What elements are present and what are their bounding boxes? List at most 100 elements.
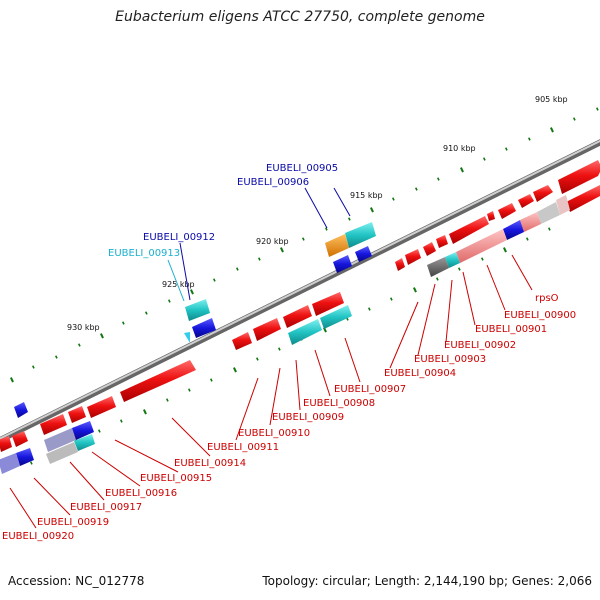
gene-feature[interactable] [232, 332, 252, 350]
gene-feature[interactable] [72, 421, 94, 440]
gene-feature[interactable] [312, 292, 344, 316]
gene-feature[interactable] [423, 242, 436, 256]
scale-label: 905 kbp [535, 95, 568, 104]
scale-tick [77, 343, 81, 347]
scale-tick [370, 207, 374, 213]
gene-feature[interactable] [184, 332, 190, 343]
gene-feature[interactable] [253, 318, 281, 341]
scale-tick [233, 367, 237, 373]
gene-feature[interactable] [405, 249, 421, 265]
gene-feature[interactable] [436, 235, 448, 248]
gene-feature[interactable] [449, 216, 489, 244]
gene-feature[interactable] [566, 185, 600, 212]
gene-label[interactable]: EUBELI_00900 [504, 310, 576, 321]
scale-tick [573, 117, 576, 121]
gene-feature[interactable] [283, 305, 312, 328]
gene-feature[interactable] [74, 434, 95, 451]
gene-feature[interactable] [46, 442, 78, 464]
scale-tick [458, 267, 461, 271]
gene-label[interactable]: EUBELI_00919 [37, 517, 109, 528]
gene-feature[interactable] [355, 246, 372, 262]
gene-label[interactable]: EUBELI_00910 [238, 428, 310, 439]
gene-feature[interactable] [533, 185, 553, 202]
gene-feature[interactable] [12, 431, 28, 447]
scale-tick [483, 157, 486, 161]
gene-feature[interactable] [537, 202, 560, 224]
scale-tick [436, 277, 439, 281]
scale-tick [190, 289, 194, 295]
gene-feature[interactable] [87, 396, 116, 418]
gene-feature[interactable] [16, 448, 34, 466]
gene-feature[interactable] [14, 402, 28, 418]
gene-feature[interactable] [120, 360, 196, 402]
scale-label: 925 kbp [162, 280, 195, 289]
gene-feature[interactable] [498, 203, 516, 219]
gene-feature[interactable] [395, 258, 405, 271]
gene-feature[interactable] [333, 255, 352, 273]
scale-tick [280, 247, 284, 253]
gene-label[interactable]: EUBELI_00901 [475, 324, 547, 335]
gene-label[interactable]: EUBELI_00916 [105, 488, 177, 499]
gene-label[interactable]: EUBELI_00917 [70, 502, 142, 513]
scale-tick [100, 333, 104, 339]
gene-feature[interactable] [325, 234, 349, 257]
gene-feature[interactable] [445, 252, 460, 268]
scale-tick [210, 378, 213, 382]
scale-tick [596, 107, 599, 111]
gene-label[interactable]: EUBELI_00907 [334, 384, 406, 395]
scale-tick [236, 267, 239, 271]
gene-feature[interactable] [487, 211, 495, 221]
scale-tick [166, 398, 169, 402]
scale-tick [10, 377, 14, 383]
gene-feature[interactable] [520, 212, 541, 232]
scale-tick [436, 177, 440, 181]
gene-label[interactable]: EUBELI_00909 [272, 412, 344, 423]
gene-label[interactable]: EUBELI_00920 [2, 531, 74, 542]
scale-tick [256, 357, 259, 361]
gene-feature[interactable] [185, 299, 210, 321]
accession-text: Accession: NC_012778 [8, 574, 145, 588]
scale-tick [481, 257, 484, 261]
gene-label[interactable]: EUBELI_00903 [414, 354, 486, 365]
gene-feature[interactable] [503, 220, 524, 240]
gene-feature[interactable] [558, 160, 600, 194]
gene-feature[interactable] [320, 305, 352, 329]
scale-tick [324, 227, 328, 231]
scale-tick [526, 237, 529, 241]
scale-tick [213, 278, 216, 282]
gene-feature[interactable] [518, 194, 534, 208]
gene-label[interactable]: EUBELI_00908 [303, 398, 375, 409]
gene-label[interactable]: EUBELI_00915 [140, 473, 212, 484]
gene-feature[interactable] [456, 229, 507, 263]
gene-label[interactable]: rpsO [535, 293, 559, 304]
gene-label[interactable]: EUBELI_00906 [237, 177, 309, 188]
gene-label[interactable]: EUBELI_00914 [174, 458, 246, 469]
gene-feature[interactable] [192, 318, 216, 338]
gene-label[interactable]: EUBELI_00911 [207, 442, 279, 453]
gene-feature[interactable] [0, 436, 12, 452]
scale-tick [505, 147, 508, 151]
gene-label[interactable]: EUBELI_00912 [143, 232, 215, 243]
scale-tick [392, 197, 395, 201]
gene-label[interactable]: EUBELI_00905 [266, 163, 338, 174]
gene-feature[interactable] [288, 319, 322, 345]
gene-feature[interactable] [345, 222, 376, 248]
gene-label[interactable]: EUBELI_00902 [444, 340, 516, 351]
scale-tick [302, 237, 305, 241]
gene-label[interactable]: EUBELI_00913 [108, 248, 180, 259]
gene-feature[interactable] [0, 453, 20, 474]
gene-features [0, 160, 600, 474]
gene-feature[interactable] [44, 428, 76, 452]
scale-tick [187, 388, 191, 392]
scale-tick [390, 297, 393, 301]
gene-feature[interactable] [556, 195, 570, 215]
gene-feature[interactable] [40, 414, 67, 435]
scale-tick [502, 247, 507, 253]
gene-feature[interactable] [68, 406, 86, 423]
scale-tick [30, 461, 33, 465]
scale-tick [145, 311, 148, 315]
gene-label[interactable]: EUBELI_00904 [384, 368, 456, 379]
gene-feature[interactable] [427, 257, 449, 277]
scale-tick [368, 307, 371, 311]
